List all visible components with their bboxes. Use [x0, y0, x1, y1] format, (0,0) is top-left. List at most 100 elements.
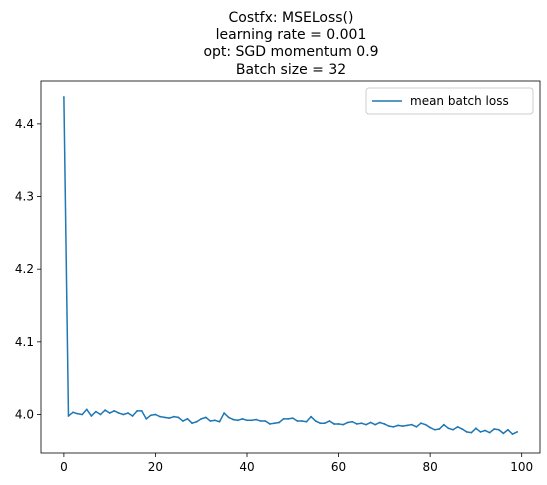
data-point — [100, 414, 102, 416]
data-point — [484, 430, 486, 432]
data-point — [246, 419, 248, 421]
data-point — [209, 420, 211, 422]
data-point — [123, 414, 125, 416]
data-point — [292, 417, 294, 419]
data-point — [219, 421, 221, 423]
data-point — [242, 418, 244, 420]
series-points — [63, 96, 518, 435]
data-point — [489, 432, 491, 434]
data-point — [63, 96, 65, 98]
data-point — [379, 422, 381, 424]
data-point — [333, 423, 335, 425]
y-tick-label: 4.2 — [15, 262, 34, 276]
data-point — [466, 431, 468, 433]
x-tick-label: 60 — [331, 460, 346, 474]
data-point — [324, 422, 326, 424]
data-point — [77, 413, 79, 415]
data-point — [173, 416, 175, 418]
data-point — [296, 420, 298, 422]
title-line-3: opt: SGD momentum 0.9 — [203, 44, 378, 60]
data-point — [370, 422, 372, 424]
x-tick-label: 20 — [148, 460, 163, 474]
data-point — [200, 418, 202, 420]
series-mean-batch-loss — [63, 96, 518, 435]
data-point — [196, 421, 198, 423]
data-point — [232, 419, 234, 421]
data-point — [150, 414, 152, 416]
data-point — [95, 411, 97, 413]
data-point — [329, 420, 331, 422]
data-point — [374, 424, 376, 426]
data-point — [498, 429, 500, 431]
data-point — [274, 422, 276, 424]
data-point — [127, 412, 129, 414]
x-axis: 0 20 40 60 80 100 — [60, 453, 533, 474]
data-point — [68, 415, 70, 417]
data-point — [228, 417, 230, 419]
data-point — [310, 416, 312, 418]
data-point — [388, 425, 390, 427]
legend: mean batch loss — [366, 88, 533, 114]
data-point — [223, 412, 225, 414]
data-point — [315, 420, 317, 422]
data-point — [301, 420, 303, 422]
data-point — [452, 429, 454, 431]
data-point — [351, 421, 353, 423]
data-point — [470, 432, 472, 434]
series-line — [64, 97, 517, 434]
data-point — [493, 428, 495, 430]
data-point — [475, 427, 477, 429]
data-point — [182, 420, 184, 422]
title-line-1: Costfx: MSELoss() — [229, 10, 354, 26]
data-point — [425, 424, 427, 426]
data-point — [278, 422, 280, 424]
data-point — [356, 423, 358, 425]
data-point — [109, 412, 111, 414]
data-point — [365, 424, 367, 426]
data-point — [264, 420, 266, 422]
data-point — [164, 417, 166, 419]
data-point — [155, 414, 157, 416]
data-point — [168, 417, 170, 419]
data-point — [429, 427, 431, 429]
data-point — [448, 427, 450, 429]
legend-label: mean batch loss — [410, 94, 509, 108]
data-point — [502, 432, 504, 434]
data-point — [397, 424, 399, 426]
x-tick-label: 80 — [422, 460, 437, 474]
data-point — [287, 418, 289, 420]
data-point — [402, 425, 404, 427]
data-point — [86, 409, 88, 411]
data-point — [411, 424, 413, 426]
data-point — [434, 429, 436, 431]
data-point — [347, 422, 349, 424]
data-point — [306, 421, 308, 423]
data-point — [393, 426, 395, 428]
data-point — [342, 424, 344, 426]
data-point — [443, 424, 445, 426]
data-point — [406, 424, 408, 426]
data-point — [415, 426, 417, 428]
data-point — [237, 419, 239, 421]
data-point — [177, 417, 179, 419]
data-point — [132, 415, 134, 417]
data-point — [338, 423, 340, 425]
data-point — [319, 422, 321, 424]
data-point — [90, 415, 92, 417]
data-point — [269, 423, 271, 425]
plot-area-frame — [41, 81, 540, 453]
data-point — [113, 410, 115, 412]
data-point — [187, 418, 189, 420]
y-tick-label: 4.4 — [15, 117, 34, 131]
data-point — [72, 411, 74, 413]
x-tick-label: 100 — [510, 460, 533, 474]
data-point — [255, 419, 257, 421]
data-point — [191, 422, 193, 424]
data-point — [136, 410, 138, 412]
y-tick-label: 4.0 — [15, 407, 34, 421]
data-point — [283, 418, 285, 420]
data-point — [516, 431, 518, 433]
chart-title: Costfx: MSELoss() learning rate = 0.001 … — [203, 10, 378, 78]
data-point — [251, 419, 253, 421]
